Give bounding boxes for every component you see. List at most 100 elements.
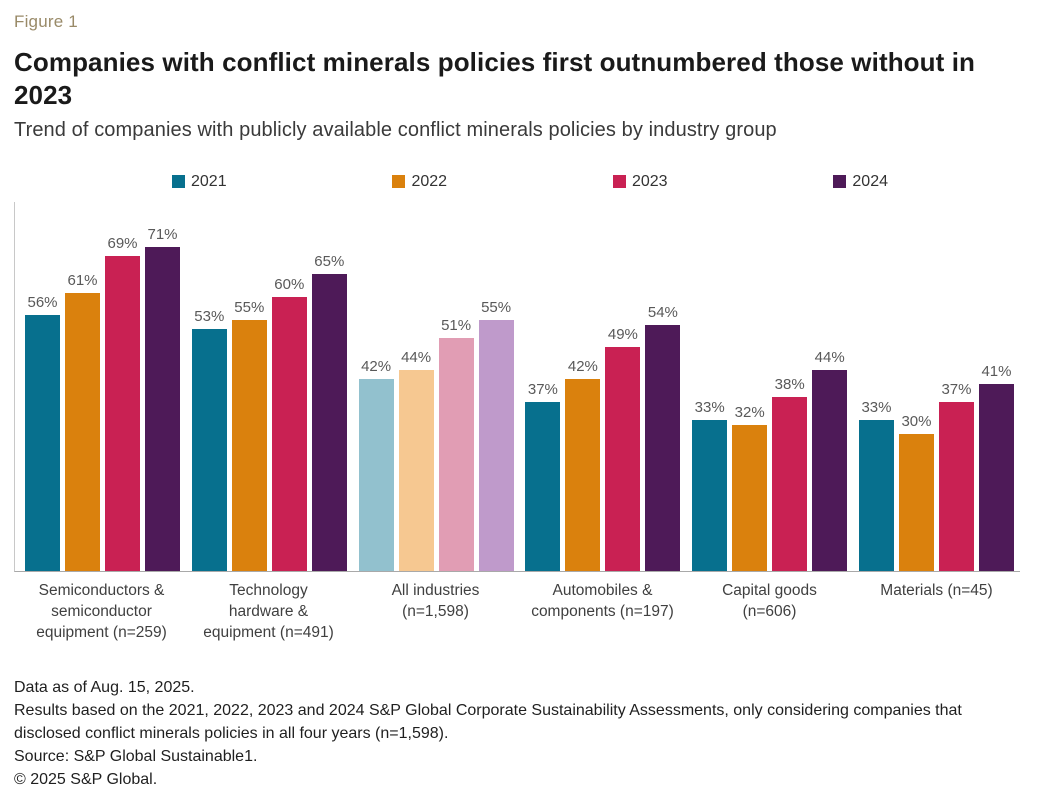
bar-value-label: 42% <box>567 358 598 376</box>
bar-2021-group-2 <box>191 329 227 571</box>
bar-column-2024: 54% <box>645 202 681 571</box>
footnote-copyright: © 2025 S&P Global. <box>14 770 158 788</box>
bar-column-2023: 69% <box>105 202 140 571</box>
legend-label-2023: 2023 <box>631 172 668 190</box>
bar-column-2022: 44% <box>398 202 434 571</box>
bar-value-label: 61% <box>67 271 98 289</box>
bar-column-2022: 30% <box>898 202 934 571</box>
legend-item-2023: 2023 <box>612 172 668 191</box>
bar-column-2023: 37% <box>938 202 974 571</box>
bar-column-2024: 71% <box>145 202 180 571</box>
bar-2022-group-5 <box>732 424 768 571</box>
bar-2023-group-6 <box>938 401 974 571</box>
bar-value-label: 41% <box>981 362 1012 380</box>
bar-column-2022: 55% <box>231 202 267 571</box>
bar-column-2021: 37% <box>525 202 561 571</box>
legend-label-2021: 2021 <box>191 172 227 190</box>
bar-value-label: 54% <box>647 303 678 321</box>
legend-item-2024: 2024 <box>833 173 888 191</box>
x-axis-labels: Semiconductors & semiconductor equipment (… <box>14 580 1020 644</box>
bar-2024-group-4 <box>645 324 681 571</box>
bar-value-label: 42% <box>361 358 392 376</box>
category-label-4: Automobiles & components (n=197) <box>531 581 674 620</box>
category-label-2: Technology hardware & equipment (n=491) <box>203 581 334 642</box>
legend-swatch-2023 <box>612 175 626 188</box>
bar-2022-group-3 <box>398 370 434 571</box>
figure-label: Figure 1 <box>14 12 78 31</box>
legend-swatch-2024 <box>833 175 847 188</box>
bar-2024-group-2 <box>311 274 347 571</box>
bar-column-2021: 42% <box>358 202 394 571</box>
bar-column-2024: 41% <box>978 202 1014 571</box>
bar-column-2021: 53% <box>191 202 227 571</box>
category-label-3: All industries (n=1,598) <box>391 581 480 620</box>
bar-value-label: 37% <box>941 380 972 398</box>
bar-column-2024: 55% <box>478 202 514 571</box>
bar-column-2023: 38% <box>772 202 808 571</box>
bar-group-1: 56% 61% 69% 71% <box>25 202 180 571</box>
bar-column-2022: 32% <box>732 202 768 571</box>
bar-group-3: 42% 44% 51% 55% <box>358 202 514 571</box>
bar-value-label: 49% <box>607 326 638 344</box>
bar-value-label: 69% <box>107 235 138 253</box>
bar-column-2023: 51% <box>438 202 474 571</box>
bar-2023-group-5 <box>772 397 808 571</box>
bar-column-2021: 56% <box>25 202 60 571</box>
bar-column-2022: 61% <box>65 202 100 571</box>
bar-value-label: 38% <box>774 376 805 394</box>
legend: 2021 2022 2023 2024 <box>14 173 1020 191</box>
bar-group-2: 53% 55% 60% 65% <box>191 202 347 571</box>
bar-value-label: 53% <box>194 308 225 326</box>
legend-swatch-2022 <box>392 175 406 188</box>
bar-value-label: 55% <box>234 298 265 316</box>
bar-2022-group-2 <box>231 319 267 571</box>
bar-value-label: 60% <box>274 276 305 294</box>
bar-value-label: 44% <box>401 349 432 367</box>
bar-column-2022: 42% <box>565 202 601 571</box>
bar-2022-group-1 <box>65 292 100 571</box>
bar-chart-plot-area: 56% 61% 69% 71% 53% 55% 60% 65% 42% 44% 51% 55% 37% 4… <box>14 201 1020 572</box>
bar-2024-group-3 <box>478 319 514 571</box>
bar-2023-group-2 <box>271 297 307 571</box>
bar-2021-group-3 <box>358 379 394 571</box>
bar-group-6: 33% 30% 37% 41% <box>858 202 1014 571</box>
footnote-results: Results based on the 2021, 2022, 2023 an… <box>14 701 962 742</box>
bar-2021-group-6 <box>858 420 894 571</box>
bar-value-label: 51% <box>441 317 472 335</box>
bar-2024-group-1 <box>145 247 180 571</box>
footnote-source: Source: S&P Global Sustainable1. <box>14 747 258 765</box>
footnotes: Data as of Aug. 15, 2025. Results based … <box>14 676 982 791</box>
bar-column-2024: 65% <box>311 202 347 571</box>
bar-value-label: 33% <box>861 399 892 417</box>
chart-subtitle: Trend of companies with publicly availab… <box>14 118 777 141</box>
bar-column-2021: 33% <box>692 202 728 571</box>
bar-column-2024: 44% <box>812 202 848 571</box>
bar-value-label: 44% <box>814 349 845 367</box>
bar-column-2023: 49% <box>605 202 641 571</box>
bar-value-label: 37% <box>527 380 558 398</box>
legend-swatch-2021 <box>172 175 185 188</box>
bar-2022-group-6 <box>898 433 934 571</box>
chart-title: Companies with conflict minerals policie… <box>14 47 976 110</box>
bar-2021-group-4 <box>525 401 561 571</box>
legend-label-2024: 2024 <box>852 172 888 190</box>
bar-column-2021: 33% <box>858 202 894 571</box>
bar-value-label: 32% <box>734 403 765 421</box>
bar-value-label: 56% <box>27 294 58 312</box>
bar-value-label: 55% <box>481 298 512 316</box>
bar-2023-group-1 <box>105 256 140 571</box>
bar-2021-group-5 <box>692 420 728 571</box>
bar-column-2023: 60% <box>271 202 307 571</box>
bar-group-5: 33% 32% 38% 44% <box>692 202 848 571</box>
bar-value-label: 65% <box>314 253 345 271</box>
legend-label-2022: 2022 <box>411 172 448 190</box>
footnote-data-as-of: Data as of Aug. 15, 2025. <box>14 678 195 696</box>
bar-value-label: 30% <box>901 412 932 430</box>
legend-item-2022: 2022 <box>392 173 447 191</box>
category-label-6: Materials (n=45) <box>880 581 993 599</box>
category-label-5: Capital goods (n=606) <box>722 581 817 620</box>
bar-2024-group-6 <box>978 383 1014 571</box>
bar-group-4: 37% 42% 49% 54% <box>525 202 681 571</box>
legend-item-2021: 2021 <box>172 173 227 191</box>
bar-2022-group-4 <box>565 379 601 571</box>
